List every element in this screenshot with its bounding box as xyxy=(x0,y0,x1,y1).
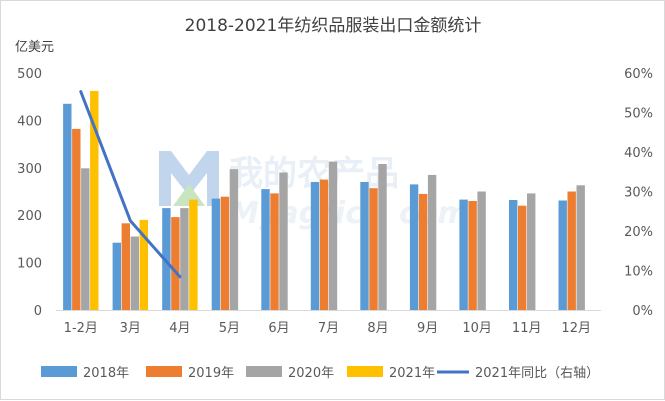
legend-label: 2021年同比（右轴） xyxy=(475,366,599,381)
x-tick-label: 10月 xyxy=(462,321,492,336)
watermark-arrow-icon xyxy=(173,184,205,206)
legend-label: 2018年 xyxy=(83,366,129,381)
bar-2020年 xyxy=(130,236,139,310)
legend-swatch xyxy=(41,366,77,377)
watermark-m-icon xyxy=(159,151,219,206)
x-tick-label: 3月 xyxy=(120,321,141,336)
legend-swatch xyxy=(347,366,383,377)
chart-title: 2018-2021年纺织品服装出口金额统计 xyxy=(185,16,482,36)
bar-2019年 xyxy=(567,191,576,310)
legend: 2018年 2019年 2020年 2021年 2021年同比（右轴） xyxy=(41,366,599,381)
y-tick-label: 100 xyxy=(17,257,42,272)
bar-2020年 xyxy=(427,174,437,310)
bar-2018年 xyxy=(211,198,221,310)
y2-tick-label: 40% xyxy=(624,146,653,161)
bar-2021年 xyxy=(90,91,99,310)
y-tick-label: 0 xyxy=(34,304,42,319)
y2-tick-label: 10% xyxy=(624,265,653,280)
y2-tick-label: 60% xyxy=(624,67,653,82)
bar-2018年 xyxy=(261,189,270,310)
bar-2019年 xyxy=(319,179,329,310)
y2-tick-label: 30% xyxy=(624,186,653,201)
bar-2020年 xyxy=(378,164,387,310)
bar-2018年 xyxy=(459,199,468,310)
bar-2020年 xyxy=(477,191,486,310)
x-tick-label: 7月 xyxy=(318,321,339,336)
bar-2018年 xyxy=(310,182,320,310)
line-layer xyxy=(79,90,182,279)
watermark-logo: 我的农产品 Myagric com xyxy=(159,151,469,231)
y2-tick-label: 50% xyxy=(624,107,653,122)
y-tick-label: 300 xyxy=(17,162,42,177)
bar-2020年 xyxy=(576,185,585,310)
bar-2019年 xyxy=(72,128,81,310)
y-tick-label: 500 xyxy=(17,67,42,82)
x-tick-label: 6月 xyxy=(268,321,289,336)
bar-2018年 xyxy=(63,103,72,310)
bar-2020年 xyxy=(527,193,536,310)
bar-2020年 xyxy=(279,172,288,310)
bar-2018年 xyxy=(162,208,171,310)
bar-2019年 xyxy=(220,196,230,310)
legend-swatch xyxy=(246,366,282,377)
bars-layer xyxy=(63,91,585,310)
bar-2019年 xyxy=(518,205,527,310)
bar-2020年 xyxy=(81,168,90,310)
y-tick-label: 400 xyxy=(17,114,42,129)
bar-2019年 xyxy=(121,223,130,310)
legend-swatch xyxy=(146,366,182,377)
bar-2019年 xyxy=(270,193,279,310)
bar-2018年 xyxy=(112,242,121,310)
y-axis-unit-label: 亿美元 xyxy=(15,40,54,55)
watermark-sub-text: Myagric xyxy=(229,196,363,231)
bar-2020年 xyxy=(180,208,189,310)
bar-2021年 xyxy=(139,219,148,310)
axis-layer: 0 100 200 300 400 500 0% 10% 20% 30% 40% 50% 60% 1-2月… xyxy=(17,67,653,336)
legend-label: 2021年 xyxy=(389,366,435,381)
bar-2019年 xyxy=(418,193,428,310)
bar-2018年 xyxy=(409,184,419,310)
legend-label: 2020年 xyxy=(288,366,334,381)
bar-2020年 xyxy=(328,161,338,310)
x-tick-label: 5月 xyxy=(219,321,240,336)
bar-2018年 xyxy=(558,200,567,310)
bar-2018年 xyxy=(509,200,518,310)
bar-2019年 xyxy=(171,217,180,310)
y-tick-label: 200 xyxy=(17,209,42,224)
bar-2019年 xyxy=(468,201,477,310)
x-tick-label: 8月 xyxy=(367,321,388,336)
bar-2021年 xyxy=(189,199,198,310)
x-tick-label: 1-2月 xyxy=(64,321,98,336)
y2-tick-label: 20% xyxy=(624,225,653,240)
bar-2020年 xyxy=(229,169,239,310)
x-tick-label: 4月 xyxy=(169,321,190,336)
line-series-yoy xyxy=(79,90,182,279)
x-tick-label: 12月 xyxy=(561,321,591,336)
bar-2018年 xyxy=(360,182,369,310)
x-tick-label: 9月 xyxy=(417,321,438,336)
legend-label: 2019年 xyxy=(188,366,234,381)
bar-2019年 xyxy=(369,188,378,310)
x-tick-label: 11月 xyxy=(512,321,542,336)
y2-tick-label: 0% xyxy=(632,304,653,319)
